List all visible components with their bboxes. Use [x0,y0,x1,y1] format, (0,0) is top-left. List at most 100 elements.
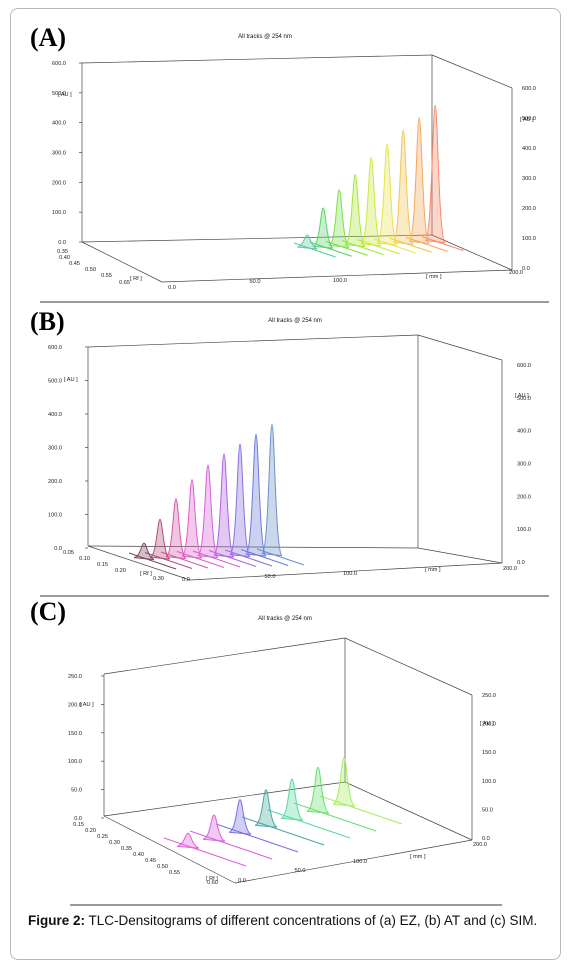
panel-a-y-ticks-right: 0.0 100.0 200.0 300.0 400.0 500.0 600.0 [522,86,536,272]
y-tick-label-right: 0.0 [482,836,490,842]
panel-b-x-ticks: 0.0 50.0 100.0 200.0 [182,566,517,583]
panel-c-ylabel-right: [ AU ] [480,721,494,727]
y-tick-label: 400.0 [48,412,62,418]
y-tick-label-right: 400.0 [517,429,531,435]
peak [202,814,226,842]
panel-a-axes [81,54,513,283]
y-tick-label-right: 50.0 [482,807,493,813]
rf-tick-label: 0.40 [133,852,144,858]
axis-depth [103,815,236,884]
track-baseline [224,549,273,567]
y-tick-label: 0.0 [58,240,66,246]
peak [165,498,187,560]
axis-right-top [344,637,473,696]
y-tick-label-right: 200.0 [517,494,531,500]
panel-a-depth-label: [ Rf ] [130,276,142,282]
rf-tick-label: 0.45 [69,261,80,267]
track-baseline [208,549,257,568]
rf-tick-label: 0.55 [169,870,180,876]
panel-c-depth-ticks: 0.150.200.250.300.350.400.450.500.55 0.60 [73,822,218,886]
y-tick-label-right: 300.0 [517,462,531,468]
panel-a-peaks [293,104,464,258]
peak [280,778,304,821]
track-baseline [389,237,432,253]
y-tick-label: 0.0 [74,816,82,822]
panel-a-xlabel: [ mm ] [426,274,442,280]
axis-right-top [417,334,503,361]
peak [133,542,155,561]
panel-b-depth-ticks: 0.05 0.10 0.15 0.20 0.30 [63,550,164,582]
y-tick-label-right: 0.0 [517,560,525,566]
peak [424,104,446,244]
y-tick-label: 100.0 [68,759,82,765]
panel-c-xlabel: [ mm ] [410,854,426,860]
rf-tick-label: 0.40 [59,255,70,261]
rf-tick-label: 0.65 [119,280,130,286]
rf-tick-label: 0.10 [79,556,90,562]
panel-c-label: (C) [30,597,66,626]
peak [228,799,252,835]
axis-back-top [81,54,433,64]
peak [328,189,350,248]
panel-b-ylabel: [ AU ] [64,377,78,383]
y-tick-label: 200.0 [68,702,82,708]
peak [261,423,283,557]
x-tick-label: 50.0 [250,279,261,285]
track-baseline [357,239,400,255]
peak [408,117,430,244]
track-baseline [421,236,464,252]
rf-tick-label: 0.55 [101,273,112,279]
panel-b-ylabel-right: [ AU ] [515,393,529,399]
y-tick-label: 200.0 [48,479,62,485]
panel-a-ylabel: [ AU ] [58,92,72,98]
panel-c-ylabel: [ AU ] [80,702,94,708]
axis-front-floor [161,269,513,283]
y-tick-label-right: 250.0 [482,693,496,699]
rf-tick-label: 0.20 [115,568,126,574]
panel-c-axes [103,637,473,884]
y-tick-label-right: 300.0 [522,176,536,182]
track-baseline [405,236,448,252]
x-tick-label: 50.0 [295,868,306,874]
panel-a-label: (A) [30,23,66,52]
track-baseline [192,550,241,568]
axis-right-floor [417,547,503,564]
peak [332,757,356,807]
panel-b-y-ticks: 0.0 100.0 200.0 300.0 400.0 500.0 600.0 [48,345,88,552]
panel-a-y-ticks: 0.0 100.0 200.0 300.0 400.0 500.0 600.0 [52,61,82,246]
x-tick-label: 200.0 [503,566,517,572]
peak [181,479,203,559]
y-tick-label-right: 150.0 [482,750,496,756]
panel-b-depth-label: [ Rf ] [140,571,152,577]
track-baseline [256,548,305,566]
y-tick-label: 100.0 [48,513,62,519]
panel-c: (C) All tracks @ 254 nm 0.0 50.0 100.0 150.… [30,597,496,886]
peak [245,433,267,557]
x-tick-label: 100.0 [333,278,347,284]
y-tick-label: 400.0 [52,121,66,127]
y-tick-label: 600.0 [52,61,66,67]
x-tick-label: 0.0 [168,285,176,291]
panel-b-label: (B) [30,307,65,336]
peak [149,518,171,560]
track-baseline [325,240,368,256]
y-tick-label: 250.0 [68,674,82,680]
axis-right-top [431,54,513,89]
panel-b-xlabel: [ mm ] [425,567,441,573]
axis-back-top [87,334,419,348]
y-tick-label: 500.0 [52,91,66,97]
panel-b: (B) All tracks @ 254 nm 0.0 100.0 200.0 300… [30,307,531,583]
y-tick-label-right: 200.0 [522,206,536,212]
peak [376,143,398,246]
panel-b-title: All tracks @ 254 nm [268,318,322,324]
y-tick-label-right: 0.0 [522,266,530,272]
axis-back-floor [103,781,346,817]
axis-back-floor [81,234,433,243]
x-tick-label: 100.0 [353,859,367,865]
peak [297,234,318,250]
axis-back-top [103,637,346,675]
peak [229,443,251,558]
y-tick-label-right: 500.0 [517,396,531,402]
track-baseline [341,240,384,256]
track-baseline [160,551,209,569]
